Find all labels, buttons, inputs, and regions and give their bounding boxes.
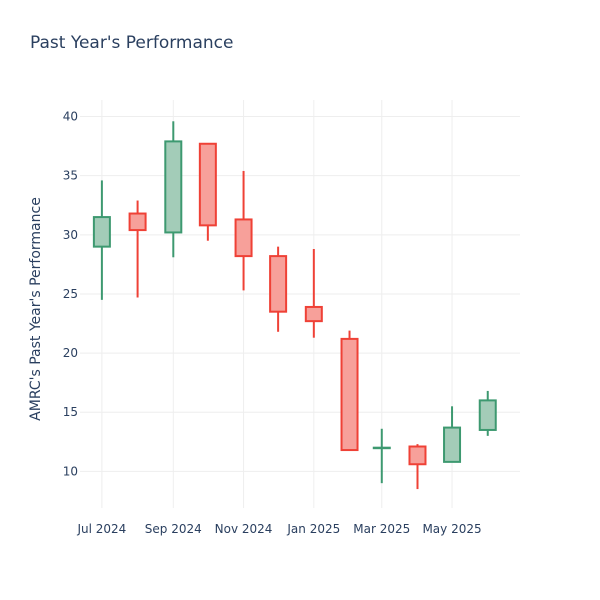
candle-body xyxy=(372,446,391,450)
candle xyxy=(164,121,183,258)
y-tick-label: 20 xyxy=(63,346,78,360)
x-tick-label: Nov 2024 xyxy=(215,522,273,536)
y-tick-label: 40 xyxy=(63,110,78,124)
candle-body xyxy=(408,445,427,466)
y-tick-label: 15 xyxy=(63,405,78,419)
candle xyxy=(128,200,147,298)
candle-body xyxy=(128,212,147,232)
candle xyxy=(443,406,462,463)
y-tick-label: 10 xyxy=(63,464,78,478)
chart-title: Past Year's Performance xyxy=(30,33,234,53)
y-tick-label: 25 xyxy=(63,287,78,301)
y-tick-label: 35 xyxy=(63,169,78,183)
y-tick-label: 30 xyxy=(63,228,78,242)
x-tick-label: Jul 2024 xyxy=(76,522,126,536)
candle xyxy=(92,180,111,300)
x-tick-label: Sep 2024 xyxy=(145,522,202,536)
candle xyxy=(408,444,427,490)
candles xyxy=(92,121,497,490)
candle xyxy=(340,330,359,452)
y-axis-title: AMRC's Past Year's Performance xyxy=(28,197,44,421)
candle xyxy=(304,249,323,338)
x-tick-label: Jan 2025 xyxy=(286,522,340,536)
candle-body xyxy=(304,305,323,323)
candle xyxy=(269,246,288,332)
candle-body xyxy=(340,337,359,452)
x-axis-ticks: Jul 2024 Sep 2024 Nov 2024 Jan 2025 Mar 2025… xyxy=(76,522,481,536)
candle xyxy=(478,390,497,436)
x-tick-label: Mar 2025 xyxy=(353,522,410,536)
candle-body xyxy=(234,218,253,258)
x-tick-label: May 2025 xyxy=(422,522,481,536)
candle-body xyxy=(269,255,288,313)
candle-body xyxy=(92,216,111,248)
candle-body xyxy=(443,426,462,463)
candle xyxy=(372,428,391,484)
candle-body xyxy=(198,142,217,227)
candle-body xyxy=(164,140,183,234)
y-axis-ticks: 10 15 20 25 30 35 40 xyxy=(63,110,78,479)
candle xyxy=(234,170,253,291)
candle-body xyxy=(478,399,497,431)
candle xyxy=(198,142,217,241)
